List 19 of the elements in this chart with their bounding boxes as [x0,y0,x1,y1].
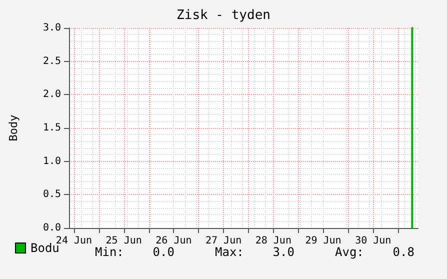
text: Avg: 0.8 [335,245,414,259]
y-tick-label: 3.0 [42,22,61,34]
x-tick-label: 28 Jun [255,236,292,246]
x-tick-label: 29 Jun [305,236,342,246]
y-tick-label: 0.5 [42,189,61,200]
y-tick-label: 1.0 [42,156,61,167]
x-tick-label: 25 Jun [106,236,142,246]
y-tick-label: 2.0 [42,89,61,100]
chart-title: Zisk - tyden [176,8,270,23]
x-tick-label: 27 Jun [205,236,242,246]
y-tick-label: 0.0 [42,222,61,234]
x-tick-label: 24 Jun [56,236,92,246]
y-axis-title: Body [7,114,20,142]
text: Min: 0.0 [95,245,174,259]
y-tick-label: 1.5 [42,122,61,134]
x-tick-label: 30 Jun [355,236,392,246]
y-tick-label: 2.5 [42,56,61,67]
text: Max: 3.0 [215,245,294,259]
x-tick-label: 26 Jun [156,236,192,246]
